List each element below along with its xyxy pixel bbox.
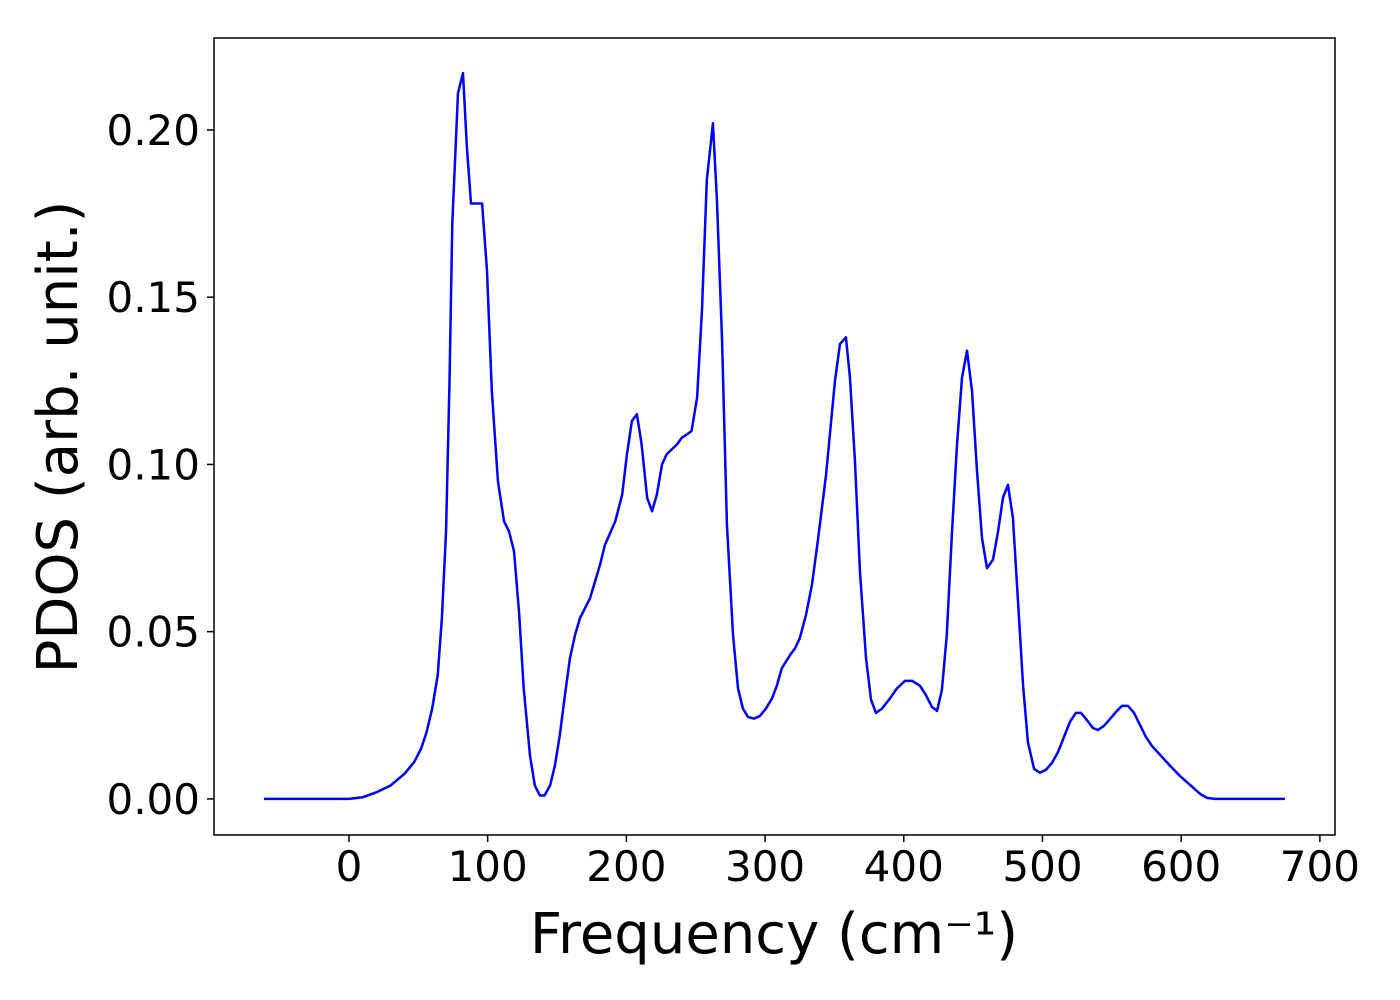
x-tick-label: 0 <box>336 842 363 891</box>
y-tick-label: 0.15 <box>106 273 200 322</box>
y-tick-label: 0.05 <box>106 608 200 657</box>
x-tick-label: 600 <box>1141 842 1221 891</box>
data-line <box>263 71 1285 801</box>
plot-frame <box>213 37 1336 836</box>
x-tick-label: 100 <box>448 842 528 891</box>
x-tick-label: 500 <box>1002 842 1082 891</box>
y-tick-label: 0.10 <box>106 440 200 489</box>
x-tick-label: 300 <box>725 842 805 891</box>
x-tick-label: 400 <box>864 842 944 891</box>
y-tick-label: 0.00 <box>106 775 200 824</box>
x-tick-label: 700 <box>1280 842 1360 891</box>
y-tick-label: 0.20 <box>106 106 200 155</box>
x-tick-label: 200 <box>586 842 666 891</box>
x-axis-label: Frequency (cm⁻¹) <box>530 902 1018 967</box>
y-axis-label: PDOS (arb. unit.) <box>26 201 91 674</box>
